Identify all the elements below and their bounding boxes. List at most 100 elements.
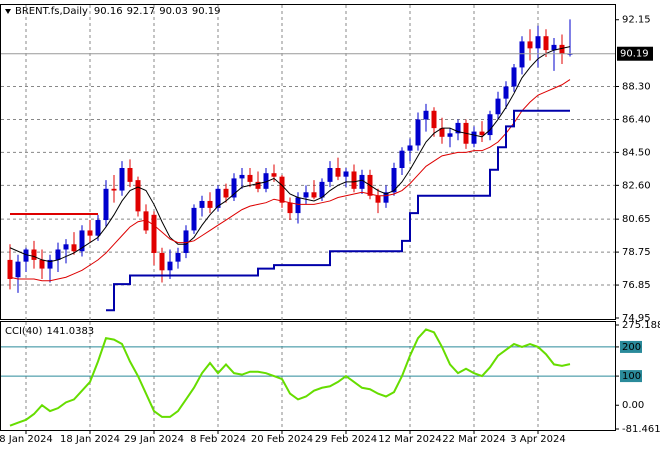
candle-body: [111, 188, 117, 191]
x-tick-label: 12 Mar 2024: [378, 434, 441, 445]
candle-body: [47, 259, 53, 269]
candle-body: [175, 252, 181, 262]
cci-last-value: 141.0383: [46, 326, 94, 337]
candle-body: [63, 244, 69, 250]
candle-body: [223, 188, 229, 198]
y-tick-label: 275.1884: [622, 320, 660, 331]
candle-body: [15, 261, 21, 278]
low-value: 90.03: [159, 6, 188, 17]
x-tick-label: 3 Apr 2024: [510, 434, 565, 445]
y-tick-label: 80.65: [622, 214, 651, 225]
y-tick-label: 200: [622, 342, 641, 353]
candle-body: [215, 188, 221, 208]
y-tick-label: 92.15: [622, 15, 651, 26]
candle-body: [143, 211, 149, 231]
candle-body: [487, 114, 493, 136]
candle-body: [399, 150, 405, 169]
candle-body: [135, 180, 141, 212]
candle-body: [503, 86, 509, 99]
x-tick-label: 29 Feb 2024: [315, 434, 377, 445]
x-tick-label: 8 Jan 2024: [0, 434, 53, 445]
x-tick-label: 29 Jan 2024: [124, 434, 184, 445]
candle-body: [199, 200, 205, 208]
x-tick-label: 8 Feb 2024: [190, 434, 246, 445]
candle-body: [551, 44, 557, 51]
candle-body: [23, 249, 29, 262]
symbol-menu-icon[interactable]: [5, 9, 11, 14]
candle-body: [431, 110, 437, 129]
y-tick-label: 88.30: [622, 82, 651, 93]
candle-body: [167, 261, 173, 271]
candle-body: [7, 259, 13, 279]
candle-body: [543, 36, 549, 51]
last-price-label: 90.19: [620, 49, 649, 60]
chart-header: BRENT.fs,Daily 90.16 92.17 90.03 90.19: [15, 6, 220, 17]
candle-body: [87, 230, 93, 236]
candle-body: [359, 174, 365, 189]
candle-body: [527, 41, 533, 49]
candle-body: [455, 122, 461, 134]
candle-body: [471, 131, 477, 144]
candle-body: [295, 197, 301, 214]
candle-body: [511, 67, 517, 87]
candle-body: [335, 168, 341, 177]
candle-body: [151, 214, 157, 253]
candle-body: [287, 202, 293, 214]
candle-body: [79, 230, 85, 252]
y-tick-label: 74.95: [622, 313, 651, 324]
candle-body: [479, 131, 485, 136]
cci-header: CCI(40) 141.0383: [5, 326, 94, 337]
y-tick-label: -81.4618: [622, 424, 660, 435]
candle-body: [535, 36, 541, 49]
indicator-line: [9, 79, 571, 282]
candle-body: [55, 249, 61, 260]
candle-body: [103, 188, 109, 221]
candle-body: [391, 168, 397, 193]
y-tick-label: 100: [622, 371, 641, 382]
candle-body: [407, 145, 413, 151]
candle-body: [127, 168, 133, 182]
y-tick-label: 76.85: [622, 280, 651, 291]
high-value: 92.17: [127, 6, 156, 17]
candle-body: [423, 110, 429, 120]
candle-body: [95, 220, 101, 236]
level-label-box: [620, 370, 642, 383]
close-value: 90.19: [192, 6, 221, 17]
candle-body: [207, 200, 213, 208]
y-tick-label: 78.75: [622, 247, 651, 258]
candle-body: [319, 181, 325, 198]
level-label-box: [620, 340, 642, 353]
candle-body: [31, 249, 37, 260]
candle-body: [39, 259, 45, 269]
candle-body: [159, 252, 165, 271]
candle-body: [383, 192, 389, 203]
candle-body: [239, 174, 245, 179]
candle-body: [447, 133, 453, 137]
open-value: 90.16: [94, 6, 123, 17]
last-price-box: [617, 46, 653, 61]
candle-body: [439, 128, 445, 137]
y-tick-label: 86.40: [622, 114, 651, 125]
y-tick-label: 0.00: [622, 400, 644, 411]
candle-body: [519, 41, 525, 68]
candle-body: [247, 174, 253, 182]
chart-title: BRENT.fs,Daily: [15, 6, 88, 17]
candle-body: [119, 168, 125, 191]
candle-body: [255, 181, 261, 189]
y-tick-label: 82.60: [622, 180, 651, 191]
candle-body: [343, 171, 349, 177]
candle-body: [271, 173, 277, 177]
candle-body: [231, 178, 237, 198]
candle-body: [311, 192, 317, 198]
candle-body: [71, 244, 77, 252]
x-tick-label: 20 Feb 2024: [251, 434, 313, 445]
candle-body: [559, 44, 565, 54]
indicator-line: [9, 46, 571, 263]
candle-body: [495, 98, 501, 115]
candle-body: [351, 171, 357, 189]
y-tick-label: 84.50: [622, 147, 651, 158]
candle-body: [375, 195, 381, 203]
candle-body: [191, 207, 197, 231]
